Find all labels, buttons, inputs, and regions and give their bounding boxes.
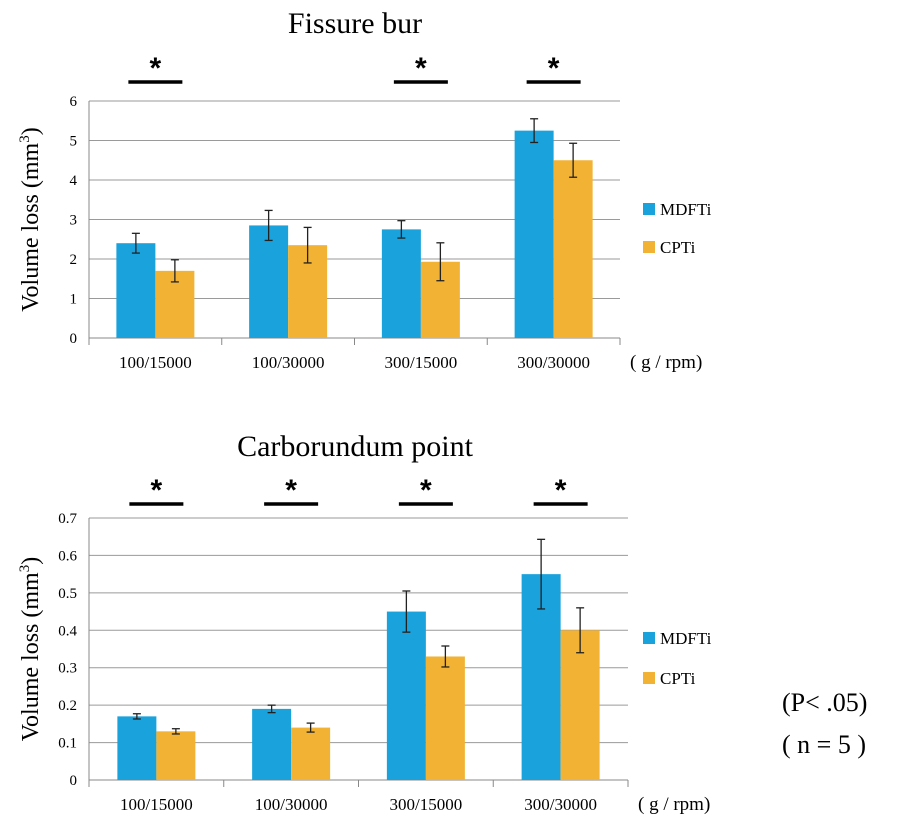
bar-mdfti — [117, 716, 157, 780]
y-axis-label: Volume loss (mm3) — [17, 557, 44, 741]
x-tick-label: 300/30000 — [524, 795, 597, 814]
chart-2: Carborundum point 0 0.1 0.2 0.3 0.4 0.5 0.6 0.7 V… — [17, 430, 712, 815]
y-tick-label: 4 — [70, 173, 78, 189]
y-axis-label: Volume loss (mm3) — [17, 127, 44, 311]
x-tick-label: 100/30000 — [252, 353, 325, 372]
x-tick-label: 100/30000 — [255, 795, 328, 814]
bar-cpti — [156, 731, 196, 780]
legend-label: MDFTi — [660, 629, 712, 648]
bar-cpti — [425, 656, 465, 780]
p-value-note: (P< .05) — [782, 688, 868, 717]
y-tick-label: 0 — [70, 331, 78, 347]
legend-swatch-cpti — [643, 241, 655, 253]
y-tick-label: 0.4 — [58, 623, 77, 639]
legend-label: CPTi — [660, 238, 696, 257]
legend-swatch-mdfti — [643, 203, 655, 215]
y-tick-label: 6 — [70, 94, 78, 110]
y-tick-label: 2 — [70, 252, 78, 268]
bar-cpti — [291, 727, 331, 780]
chart-1: Fissure bur 0 1 2 3 4 5 6 Volume loss (mm3) 100/1… — [17, 7, 712, 373]
chart-title: Carborundum point — [237, 430, 473, 463]
significance-asterisk: * — [555, 474, 567, 507]
bar-cpti — [553, 160, 593, 338]
chart-title: Fissure bur — [288, 7, 422, 40]
x-tick-label: 100/15000 — [120, 795, 193, 814]
bar-mdfti — [116, 243, 156, 338]
significance-asterisk: * — [415, 52, 427, 85]
significance-asterisk: * — [150, 52, 162, 85]
sample-size-note: ( n = 5 ) — [782, 730, 866, 759]
significance-asterisk: * — [151, 474, 163, 507]
x-tick-label: 300/30000 — [517, 353, 590, 372]
legend-swatch-cpti — [643, 672, 655, 684]
significance-asterisk: * — [420, 474, 432, 507]
y-tick-label: 0.7 — [58, 511, 77, 527]
bar-mdfti — [381, 229, 421, 338]
y-tick-label: 1 — [70, 292, 78, 308]
bar-cpti — [560, 630, 600, 780]
y-tick-label: 0.6 — [58, 548, 77, 564]
legend-label: MDFTi — [660, 200, 712, 219]
y-tick-label: 0.2 — [58, 698, 77, 714]
x-tick-label: 300/15000 — [390, 795, 463, 814]
y-tick-label: 0.5 — [58, 586, 77, 602]
significance-asterisk: * — [285, 474, 297, 507]
bar-mdfti — [514, 130, 554, 338]
x-tick-label: 100/15000 — [119, 353, 192, 372]
y-tick-label: 0.3 — [58, 661, 77, 677]
significance-asterisk: * — [548, 52, 560, 85]
legend-label: CPTi — [660, 669, 696, 688]
y-tick-label: 5 — [70, 134, 78, 150]
bar-mdfti — [386, 611, 426, 780]
bar-mdfti — [252, 708, 292, 780]
y-tick-label: 0 — [70, 773, 78, 789]
x-axis-unit: ( g / rpm) — [638, 794, 710, 815]
legend-swatch-mdfti — [643, 632, 655, 644]
y-tick-label: 0.1 — [58, 736, 77, 752]
x-tick-label: 300/15000 — [385, 353, 458, 372]
bar-mdfti — [249, 225, 289, 338]
x-axis-unit: ( g / rpm) — [630, 352, 702, 373]
y-tick-label: 3 — [70, 213, 78, 229]
